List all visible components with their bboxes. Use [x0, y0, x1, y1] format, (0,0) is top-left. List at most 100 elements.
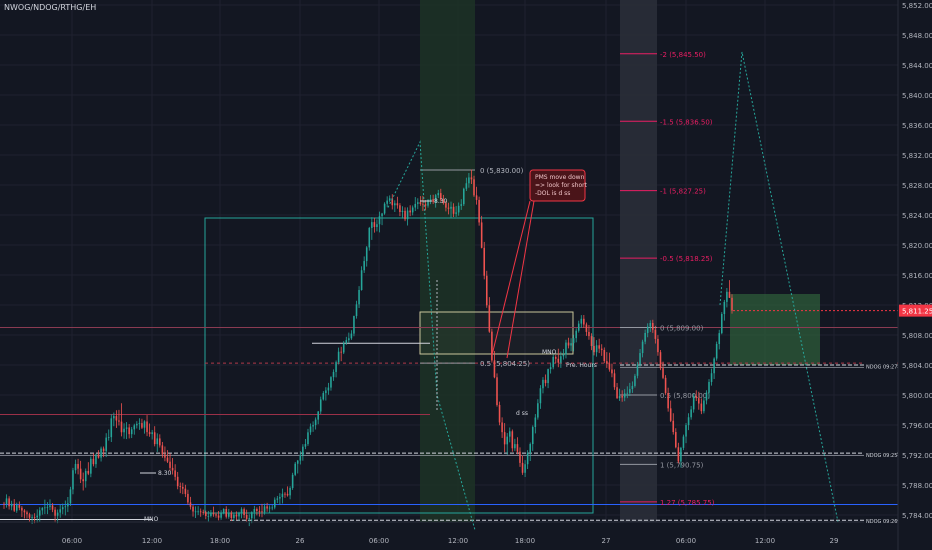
y-tick-label: 5,796.00: [902, 422, 932, 430]
candle-body: [182, 486, 184, 489]
candle-body: [386, 200, 388, 204]
candle-body: [516, 444, 519, 452]
candle-body: [235, 514, 238, 517]
candle-body: [133, 425, 136, 430]
candle-body: [296, 460, 299, 464]
candle-body: [248, 518, 251, 519]
candle-body: [179, 486, 182, 487]
candle-body: [360, 270, 363, 290]
y-tick-label: 5,832.00: [902, 152, 932, 160]
candle-body: [64, 506, 67, 508]
candle-body: [276, 498, 279, 500]
candle-body: [429, 199, 432, 201]
candle-body: [411, 207, 414, 213]
candle-body: [245, 515, 248, 519]
candle-body: [8, 498, 10, 507]
chart-label: MNO: [144, 516, 159, 523]
candle-body: [258, 511, 261, 512]
candle-body: [299, 455, 302, 461]
candle-body: [23, 510, 26, 513]
candle-body: [10, 503, 13, 507]
candle-body: [460, 204, 463, 206]
chart-label: d ss: [516, 410, 528, 417]
candle-body: [202, 511, 205, 513]
x-tick-label: 06:00: [62, 537, 82, 545]
candle-body: [358, 290, 360, 305]
candle-body: [720, 314, 723, 334]
candle-body: [100, 448, 102, 458]
candle-body: [289, 488, 291, 496]
candle-body: [28, 514, 31, 518]
candle-body: [654, 329, 657, 339]
candle-body: [312, 425, 314, 427]
candle-body: [473, 179, 475, 196]
candle-body: [273, 499, 276, 508]
candle-body: [56, 512, 59, 516]
candle-body: [687, 417, 690, 426]
candle-body: [302, 446, 304, 456]
candle-body: [238, 513, 240, 517]
candle-body: [21, 507, 23, 511]
fvg-box: [419, 311, 574, 355]
candle-body: [396, 203, 399, 206]
candle-body: [491, 331, 493, 361]
candle-body: [304, 444, 307, 447]
candle-body: [631, 385, 634, 390]
candle-body: [616, 387, 618, 399]
candle-body: [151, 432, 153, 435]
y-tick-label: 5,800.00: [902, 392, 932, 400]
candle-body: [3, 503, 5, 505]
candle-body: [74, 463, 77, 471]
fib-label: -1 (5,827.25): [660, 188, 706, 196]
candle-body: [521, 462, 524, 473]
candle-body: [529, 444, 531, 453]
candle-body: [148, 432, 151, 435]
candle-body: [468, 177, 470, 184]
candle-body: [77, 463, 79, 469]
candle-body: [723, 301, 726, 314]
fib-label: -1.5 (5,836.50): [660, 118, 713, 126]
y-tick-label: 5,828.00: [902, 182, 932, 190]
candle-body: [197, 511, 199, 513]
candle-body: [192, 506, 194, 512]
candle-body: [207, 515, 210, 517]
candle-body: [692, 396, 695, 410]
candle-body: [138, 423, 141, 424]
candle-body: [169, 461, 171, 468]
candle-body: [286, 493, 289, 496]
callout-text: -DOL is d ss: [535, 190, 570, 197]
candle-body: [307, 432, 309, 445]
candle-body: [562, 354, 565, 357]
candle-body: [113, 416, 115, 419]
candle-body: [483, 247, 486, 276]
candle-body: [526, 452, 529, 465]
candle-body: [447, 207, 450, 209]
candle-body: [212, 512, 215, 515]
candle-body: [414, 203, 417, 208]
candle-body: [442, 199, 445, 204]
candle-body: [189, 502, 192, 507]
candle-body: [36, 515, 38, 518]
candle-body: [217, 515, 220, 518]
candle-body: [353, 316, 355, 334]
candle-body: [623, 393, 626, 398]
chart-label: Pre. Hours: [566, 362, 597, 369]
current-price-text: 5,811.25: [902, 308, 932, 316]
candle-body: [61, 507, 64, 510]
chart-label: 8.30: [434, 198, 448, 205]
candle-body: [703, 400, 705, 412]
candle-body: [506, 436, 509, 445]
candle-body: [13, 503, 16, 511]
candle-body: [332, 371, 335, 378]
y-tick-label: 5,792.00: [902, 452, 932, 460]
candle-body: [700, 403, 703, 412]
candle-body: [440, 193, 442, 200]
ndog-tag-text: NDOG 09:25: [866, 453, 897, 459]
candle-body: [166, 457, 169, 462]
x-tick-label: 18:00: [210, 537, 230, 545]
candle-body: [434, 195, 437, 202]
candle-body: [322, 393, 325, 400]
range-box: [204, 217, 594, 514]
